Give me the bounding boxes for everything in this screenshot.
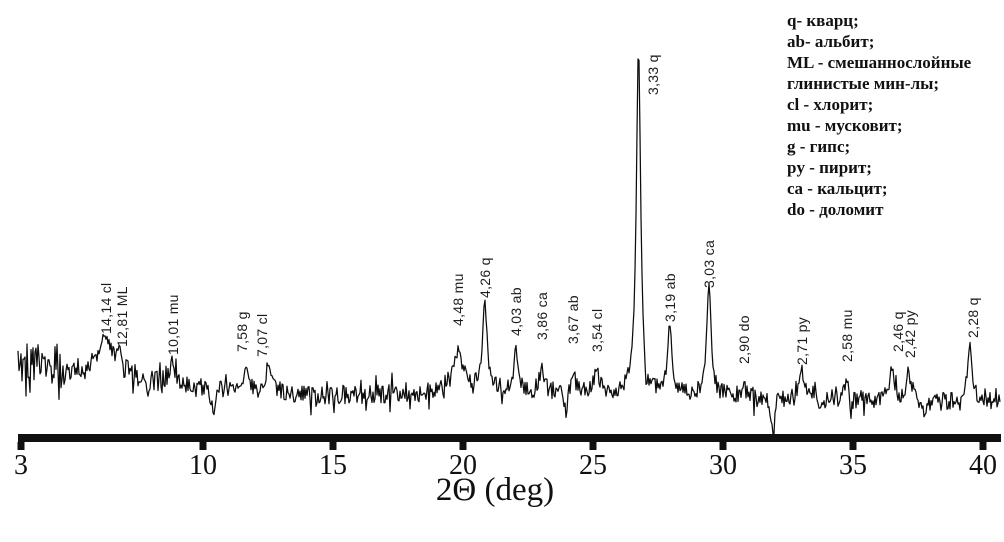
x-tick-label: 3 — [14, 450, 28, 481]
peak-label-mu-4_48: 4,48 mu — [450, 273, 467, 326]
x-tick-mark — [17, 442, 25, 450]
legend-line: ML - смешаннослойные — [787, 53, 972, 72]
x-tick-mark — [199, 442, 207, 450]
legend-line: ab- альбит; — [787, 32, 875, 51]
peak-label-do-2_90: 2,90 do — [736, 315, 753, 364]
peak-label-q-4_26: 4,26 q — [476, 257, 493, 299]
x-tick-label: 15 — [319, 450, 347, 481]
peak-label-cl-14_14: 14,14 cl — [97, 282, 114, 334]
peak-label-mu-2_58: 2,58 mu — [838, 309, 855, 362]
x-tick-label: 10 — [189, 450, 217, 481]
legend-line: q- кварц; — [787, 11, 859, 30]
legend-line: cl - хлорит; — [787, 95, 874, 114]
x-tick-label: 25 — [579, 450, 607, 481]
x-tick-label: 35 — [839, 450, 867, 481]
x-tick-mark — [329, 442, 337, 450]
peak-label-ab-3_19: 3,19 ab — [661, 273, 678, 322]
legend-line: g - гипс; — [787, 137, 851, 156]
x-tick-label: 30 — [709, 450, 737, 481]
xrd-intensity-trace — [17, 58, 1001, 435]
peak-label-ca-3_03: 3,03 ca — [700, 239, 717, 288]
peak-label-mu-10_01: 10,01 mu — [164, 293, 181, 355]
x-tick-mark — [979, 442, 987, 450]
x-tick-mark — [719, 442, 727, 450]
peak-label-cl-3_54: 3,54 cl — [588, 308, 605, 352]
peak-label-ca-3_86: 3,86 ca — [533, 291, 550, 340]
peak-label-py-2_71: 2,71 py — [793, 316, 810, 365]
x-axis-bar — [18, 434, 1001, 442]
x-tick-mark — [459, 442, 467, 450]
legend-line: mu - мусковит; — [787, 116, 903, 135]
peak-label-q-2_28: 2,28 q — [964, 297, 981, 339]
peak-label-g-7_58: 7,58 g — [234, 311, 251, 352]
legend-line: глинистые мин-лы; — [787, 74, 940, 93]
peak-label-ab-3_67: 3,67 ab — [565, 295, 582, 344]
legend-line: py - пирит; — [787, 158, 872, 177]
peak-label-py-2_42: 2,42 py — [902, 309, 919, 358]
x-axis-title: 2Θ (deg) — [435, 472, 555, 508]
peak-label-cl-7_07: 7,07 cl — [253, 313, 270, 357]
mineral-legend: q- кварц; ab- альбит; ML - смешаннослойные… — [787, 10, 971, 220]
x-tick-label: 40 — [969, 450, 997, 481]
x-axis-tick-marks — [17, 442, 987, 450]
peak-label-q-3_33: 3,33 q — [644, 54, 661, 95]
x-tick-mark — [589, 442, 597, 450]
legend-line: do - доломит — [787, 200, 884, 219]
peak-label-ab-4_03: 4,03 ab — [508, 287, 525, 336]
legend-line: ca - кальцит; — [787, 179, 888, 198]
peak-label-ML-12_81: 12,81 ML — [114, 286, 131, 347]
x-tick-label: 20 — [449, 450, 477, 481]
x-tick-mark — [849, 442, 857, 450]
